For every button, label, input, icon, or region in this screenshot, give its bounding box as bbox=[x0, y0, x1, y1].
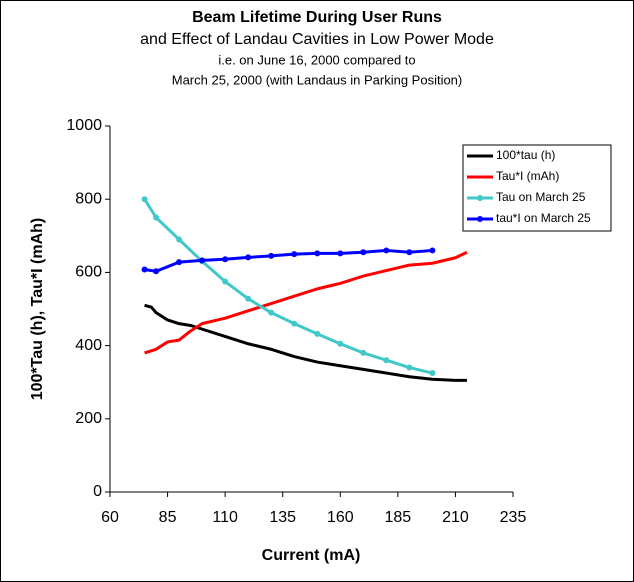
chart-title: Beam Lifetime During User Runs bbox=[192, 9, 442, 26]
series-marker bbox=[176, 259, 183, 266]
legend-label: Tau on March 25 bbox=[496, 190, 586, 204]
series-marker bbox=[153, 214, 160, 221]
x-tick-label: 110 bbox=[212, 509, 238, 526]
chart-subtitle: and Effect of Landau Cavities in Low Pow… bbox=[140, 31, 494, 48]
legend-marker bbox=[477, 216, 483, 222]
chart-subtitle: i.e. on June 16, 2000 compared to bbox=[218, 52, 415, 67]
y-tick-label: 200 bbox=[75, 410, 102, 427]
y-tick-label: 0 bbox=[93, 483, 102, 500]
series-marker bbox=[406, 249, 413, 256]
series-marker bbox=[337, 340, 344, 347]
series-line bbox=[144, 303, 467, 382]
x-tick-label: 135 bbox=[269, 509, 296, 526]
legend-label: 100*tau (h) bbox=[496, 148, 555, 162]
x-tick-label: 60 bbox=[101, 509, 119, 526]
series-marker bbox=[176, 236, 183, 243]
y-tick-label: 600 bbox=[75, 264, 102, 281]
series-line bbox=[143, 198, 433, 375]
x-tick-label: 185 bbox=[385, 509, 412, 526]
series-marker bbox=[268, 309, 275, 316]
series-marker bbox=[268, 252, 275, 259]
x-tick-label: 235 bbox=[500, 509, 527, 526]
series-marker bbox=[291, 251, 298, 258]
legend-label: Tau*I (mAh) bbox=[496, 169, 559, 183]
y-axis-title: 100*Tau (h), Tau*I (mAh) bbox=[29, 218, 46, 401]
series-marker bbox=[314, 330, 321, 337]
series-marker bbox=[245, 295, 252, 302]
legend-box bbox=[462, 144, 612, 232]
series-marker bbox=[406, 364, 413, 371]
x-axis-title: Current (mA) bbox=[262, 547, 361, 564]
series-marker bbox=[222, 278, 229, 285]
series-marker bbox=[337, 250, 344, 257]
series-marker bbox=[429, 370, 436, 377]
series-line bbox=[144, 250, 468, 355]
series-marker bbox=[429, 247, 436, 254]
series-marker bbox=[360, 249, 367, 256]
series-marker bbox=[314, 250, 321, 257]
series-line bbox=[144, 248, 433, 273]
x-tick-label: 210 bbox=[442, 509, 469, 526]
series-marker bbox=[153, 268, 160, 275]
series-marker bbox=[383, 247, 390, 254]
y-tick-label: 400 bbox=[75, 337, 102, 354]
series-marker bbox=[141, 196, 148, 203]
series-marker bbox=[222, 256, 229, 263]
series-marker bbox=[383, 357, 390, 364]
series-marker bbox=[245, 254, 252, 261]
y-tick-label: 800 bbox=[75, 190, 102, 207]
x-tick-label: 160 bbox=[327, 509, 354, 526]
legend-label: tau*I on March 25 bbox=[496, 211, 591, 225]
x-tick-label: 85 bbox=[159, 509, 177, 526]
series-marker bbox=[360, 349, 367, 356]
series-marker bbox=[291, 320, 298, 327]
y-tick-label: 1000 bbox=[66, 117, 102, 134]
legend-marker bbox=[477, 195, 483, 201]
chart-subtitle: March 25, 2000 (with Landaus in Parking … bbox=[172, 72, 463, 87]
series-marker bbox=[199, 257, 206, 264]
series-marker bbox=[141, 266, 148, 273]
